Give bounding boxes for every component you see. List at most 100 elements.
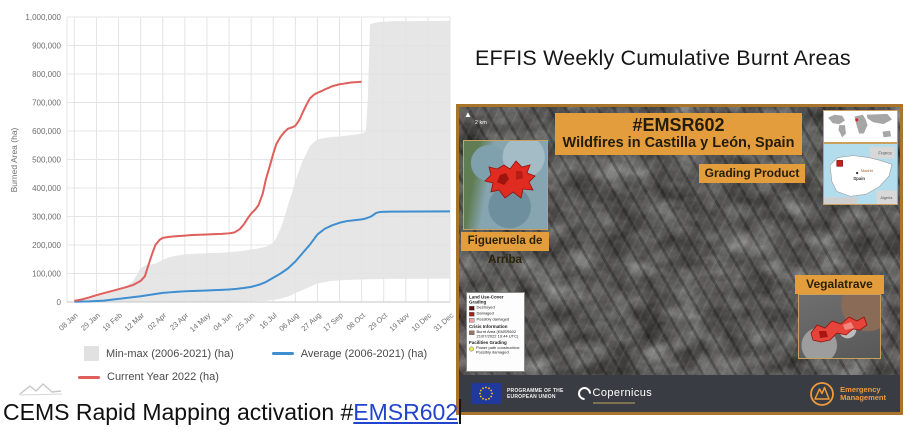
- map-legend-label: Power path construction: Possibly damage…: [476, 345, 521, 355]
- x-tick-label: 04 Jun: [212, 311, 235, 333]
- figueruela-label: Figueruela de Arriba: [461, 232, 549, 266]
- chart-legend-row: Current Year 2022 (ha): [78, 371, 456, 383]
- emergency-mountain-icon: [810, 381, 835, 406]
- x-tick-label: 25 Jun: [234, 311, 257, 333]
- event-location-dot: [855, 118, 859, 122]
- north-arrow-icon: ▲: [464, 110, 472, 119]
- legend-item: Current Year 2022 (ha): [78, 371, 219, 383]
- map-legend-label: Destroyed: [476, 305, 495, 310]
- x-tick-label: 19 Feb: [101, 311, 124, 333]
- y-tick-label: 200,000: [32, 241, 61, 250]
- x-tick-label: 23 Apr: [168, 310, 191, 332]
- section-title: EFFIS Weekly Cumulative Burnt Areas: [475, 46, 851, 70]
- x-tick-label: 29 Oct: [367, 310, 390, 332]
- x-tick-label: 14 May: [188, 311, 212, 334]
- y-tick-label: 500,000: [32, 156, 61, 165]
- label-spain: Spain: [853, 176, 865, 181]
- aoi-marker: [836, 160, 843, 167]
- caption-text: CEMS Rapid Mapping activation #: [3, 399, 354, 425]
- x-tick-label: 29 Jan: [79, 311, 102, 333]
- legend-item: Average (2006-2021) (ha): [271, 347, 428, 360]
- x-tick-label: 02 Apr: [146, 310, 169, 332]
- map-legend-label: Damaged: [476, 311, 494, 316]
- map-legend: Land Use-Cover Grading Destroyed Damaged Po…: [466, 292, 525, 372]
- scale-label: 2 km: [474, 120, 487, 126]
- map-legend-section-title: Land Use-Cover Grading: [469, 294, 504, 305]
- y-tick-label: 700,000: [32, 99, 61, 108]
- x-tick-label: 31 Dec: [432, 311, 456, 334]
- label-algeria: Algeria: [880, 195, 893, 200]
- map-legend-item: Possibly damaged: [469, 317, 522, 323]
- y-tick-label: 300,000: [32, 213, 61, 222]
- chart-legend-row: Min-max (2006-2021) (ha) Average (2006-20…: [84, 346, 456, 361]
- activation-code: #EMSR602: [632, 115, 725, 135]
- x-tick-label: 19 Nov: [387, 311, 411, 334]
- x-tick-label: 27 Aug: [299, 311, 322, 333]
- current-year-line: [74, 80, 362, 302]
- x-tick-label: 06 Aug: [277, 311, 300, 333]
- scale-box: ▲ 2 km: [464, 111, 487, 129]
- legend-label: Min-max (2006-2021) (ha): [106, 347, 234, 360]
- legend-label: Average (2006-2021) (ha): [300, 347, 428, 360]
- vegalatrave-inset-map: [798, 294, 881, 359]
- legend-swatch: [78, 375, 100, 379]
- vegalatrave-label: Vegalatrave: [795, 275, 884, 294]
- label-madrid: Madrid: [861, 168, 873, 173]
- figueruela-inset-map: [463, 140, 548, 230]
- map-legend-item: Power path construction: Possibly damage…: [469, 346, 522, 355]
- vegalatrave-burn-scar: [810, 316, 868, 343]
- map-legend-label: Burnt Area (EMSR602 21/07/2022 10:44 UTC…: [476, 329, 519, 339]
- y-tick-label: 1,000,000: [25, 13, 61, 22]
- emsr602-link[interactable]: EMSR602: [353, 399, 459, 425]
- x-tick-label: 08 Oct: [345, 310, 368, 332]
- label-france: France: [878, 151, 892, 156]
- map-legend-swatch: [469, 312, 475, 317]
- y-tick-label: 0: [57, 298, 62, 307]
- mountain-doodle: [18, 383, 63, 396]
- map-legend-swatch: [469, 346, 474, 352]
- legend-label: Current Year 2022 (ha): [107, 371, 219, 383]
- map-title-banner: #EMSR602 Wildfires in Castilla y León, S…: [555, 113, 802, 155]
- x-tick-label: 16 Jul: [258, 311, 279, 331]
- text-cursor: [459, 399, 462, 424]
- copernicus-crescent-icon: [574, 384, 594, 403]
- effis-chart-panel: 0 100,000 200,000 300,000 400,000 500,000 600,…: [4, 4, 456, 396]
- y-axis-title: Burned Area (ha): [9, 127, 19, 192]
- emergency-management-text: Emergency Management: [840, 384, 886, 402]
- map-legend-section-title: Crisis Information: [469, 324, 508, 329]
- map-legend-label: Possibly damaged: [476, 317, 510, 322]
- map-legend-item: Burnt Area (EMSR602 21/07/2022 10:44 UTC…: [469, 330, 522, 339]
- figueruela-burn-scar: [484, 160, 536, 199]
- chart-legend: Min-max (2006-2021) (ha) Average (2006-20…: [4, 342, 456, 383]
- copernicus-tagline-mark: [592, 402, 635, 404]
- map-legend-item: Damaged: [469, 311, 522, 317]
- map-legend-section-title: Facilities Grading: [469, 340, 507, 345]
- map-footer: PROGRAMME OF THE EUROPEAN UNION Copernic…: [459, 375, 900, 412]
- y-tick-label: 600,000: [32, 127, 61, 136]
- x-tick-label: 10 Dec: [410, 311, 434, 334]
- copernicus-wordmark: Copernicus: [592, 387, 653, 399]
- emergency-management-logo: Emergency Management: [809, 381, 886, 407]
- map-legend-swatch: [469, 306, 475, 311]
- copernicus-logo: Copernicus: [574, 383, 653, 404]
- map-legend-item: Destroyed: [469, 305, 522, 311]
- average-line: [74, 210, 451, 303]
- x-tick-label: 17 Sep: [321, 311, 345, 334]
- y-tick-label: 800,000: [32, 70, 61, 79]
- world-locator-inset: [823, 110, 898, 143]
- x-tick-label: 08 Jan: [57, 311, 80, 333]
- emsr602-map-product: ▲ 2 km #EMSR602 Wildfires in Castilla y …: [456, 104, 903, 415]
- legend-swatch: [271, 352, 294, 355]
- eu-flag-icon: [471, 383, 501, 404]
- y-tick-label: 400,000: [32, 184, 61, 193]
- product-type-label: Grading Product: [699, 164, 805, 183]
- caption: CEMS Rapid Mapping activation #EMSR602: [3, 399, 462, 426]
- spain-locator-inset: France Madrid Spain Algeria: [823, 143, 898, 205]
- x-tick-label: 12 Mar: [123, 310, 147, 333]
- legend-item: Min-max (2006-2021) (ha): [84, 346, 234, 361]
- eu-programme-text: PROGRAMME OF THE EUROPEAN UNION: [507, 387, 564, 400]
- activation-title: Wildfires in Castilla y León, Spain: [562, 135, 795, 151]
- y-tick-label: 100,000: [32, 270, 61, 279]
- minmax-band: [74, 20, 450, 302]
